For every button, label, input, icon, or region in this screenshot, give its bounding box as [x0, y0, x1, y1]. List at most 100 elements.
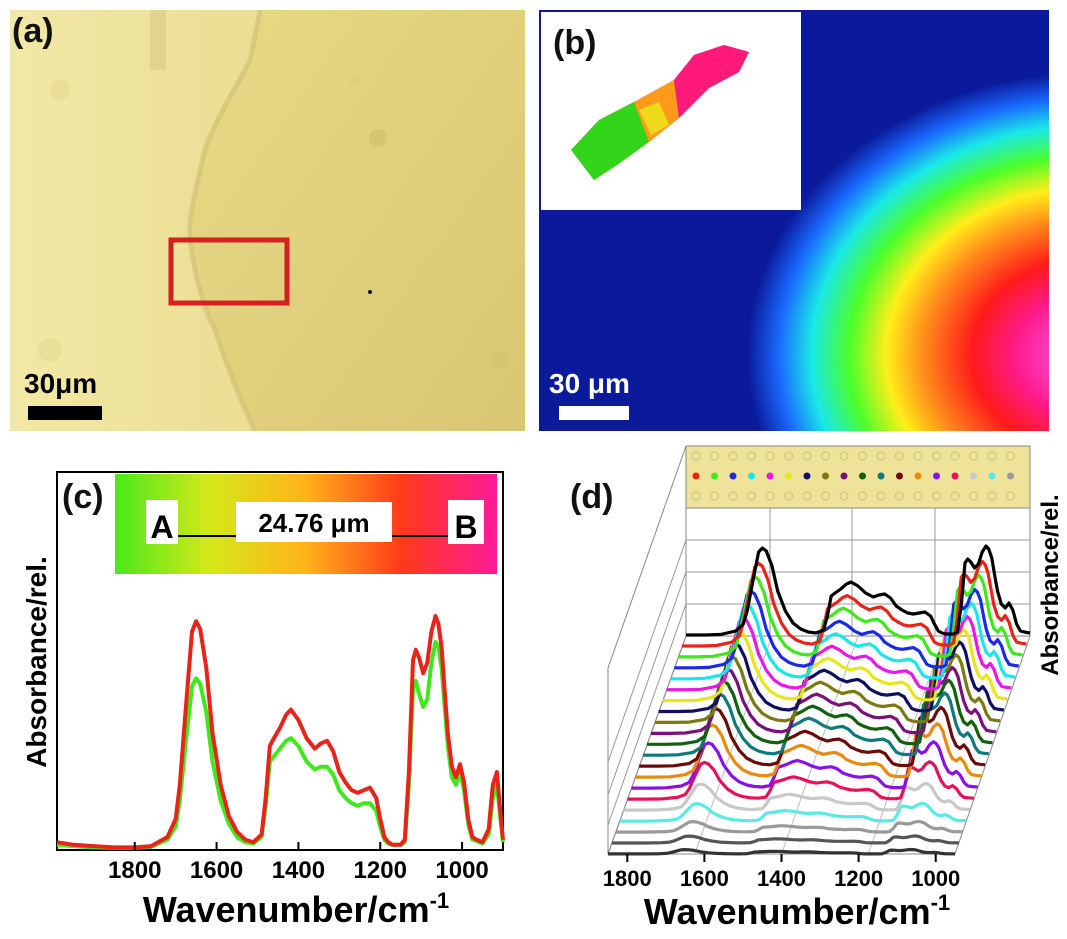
map-point [987, 451, 997, 461]
panel-label-c: (c) [62, 478, 104, 516]
x-tick-label: 1400 [272, 857, 325, 884]
waterfall-line [678, 573, 1023, 659]
panel-label-a: (a) [12, 12, 54, 50]
map-point [710, 491, 719, 501]
map-point [988, 472, 996, 480]
x-tick-label: 1000 [911, 866, 960, 891]
waterfall-line [654, 653, 1001, 724]
map-point [728, 491, 738, 501]
waterfall-line [643, 691, 989, 757]
series-line [56, 640, 505, 850]
micrograph-image [10, 9, 525, 433]
panel-b: (b) 30 μm [539, 10, 1049, 431]
map-point [1006, 451, 1015, 461]
map-point [859, 472, 866, 480]
waterfall-chart-d: 1800 1600 1400 1200 1000 Absorbance/rel. Wav… [603, 445, 1064, 932]
map-point [692, 472, 700, 480]
waterfall-line [611, 834, 959, 845]
map-point [821, 491, 830, 501]
panel-d: 1800 1600 1400 1200 1000 Absorbance/rel. Wav… [540, 440, 1067, 934]
scale-bar [559, 406, 629, 420]
map-point [840, 472, 848, 480]
panel-label-b: (b) [553, 24, 597, 62]
map-point [747, 451, 756, 461]
map-point [895, 451, 904, 461]
x-tick-label: 1400 [757, 866, 806, 891]
map-point [1006, 491, 1015, 501]
chemical-map [539, 10, 1049, 431]
waterfall-line [627, 760, 974, 801]
waterfall-line [682, 559, 1027, 648]
waterfall-line [635, 722, 982, 779]
map-point [987, 491, 997, 501]
waterfall-line [623, 781, 971, 812]
waterfall-line [658, 640, 1005, 714]
map-point [748, 472, 755, 480]
inset-label-b: B [454, 509, 477, 545]
map-point [950, 491, 960, 501]
x-tick-label: 1800 [108, 857, 161, 884]
map-point [913, 491, 923, 501]
map-point [691, 451, 701, 461]
map-point [766, 472, 774, 480]
map-point [876, 451, 886, 461]
waterfall-line [631, 740, 978, 790]
map-point [933, 472, 940, 480]
scale-bar [28, 406, 102, 420]
map-point [896, 472, 903, 480]
map-point [932, 491, 941, 501]
map-point [932, 451, 941, 461]
map-point [858, 491, 867, 501]
map-point [765, 491, 775, 501]
map-point [877, 472, 885, 480]
x-axis-label: Wavenumber/cm-1 [143, 888, 449, 930]
inset-3d-surface [571, 45, 749, 180]
waterfall-line [666, 615, 1012, 692]
waterfall-line [619, 801, 967, 823]
map-point [803, 472, 811, 480]
waterfall-line [674, 587, 1020, 670]
map-point [691, 491, 701, 501]
map-point [970, 472, 977, 480]
map-point [784, 451, 793, 461]
waterfall-line [662, 627, 1008, 703]
map-point [747, 491, 756, 501]
x-tick-label: 1600 [680, 866, 729, 891]
x-tick-label: 1800 [603, 866, 652, 891]
map-point [785, 472, 792, 480]
map-point [858, 451, 867, 461]
series-line [56, 614, 505, 850]
map-point [710, 451, 719, 461]
map-point [839, 451, 849, 461]
map-point [969, 491, 978, 501]
map-point [711, 472, 718, 480]
map-point [914, 472, 922, 480]
spectra-chart-c: A B 24.76 μm 1800 1600 1400 1200 1000 Absorb… [21, 471, 505, 930]
map-point [895, 491, 904, 501]
map-point [950, 451, 960, 461]
map-point [969, 451, 978, 461]
map-point [839, 491, 849, 501]
map-point [876, 491, 886, 501]
x-tick-label: 1000 [435, 857, 488, 884]
scale-label-b: 30 μm [549, 368, 630, 399]
x-tick-label: 1200 [354, 857, 407, 884]
panel-label-d: (d) [570, 478, 614, 516]
waterfall-line [615, 819, 963, 834]
inset-label-a: A [150, 509, 173, 545]
scale-label-a: 30μm [24, 368, 98, 399]
panel-c: A B 24.76 μm 1800 1600 1400 1200 1000 Absorb… [0, 440, 520, 934]
roi-box [168, 237, 290, 306]
panel-a: (a) 30μm [10, 9, 525, 433]
map-point [802, 451, 812, 461]
map-point [822, 472, 829, 480]
waterfall-line [608, 847, 956, 856]
x-tick-label: 1200 [834, 866, 883, 891]
map-point [913, 451, 923, 461]
map-point [951, 472, 959, 480]
x-tick-label: 1600 [190, 857, 243, 884]
plot-frame [56, 471, 504, 851]
waterfall-line [670, 601, 1016, 681]
map-point [802, 491, 812, 501]
map-point [784, 491, 793, 501]
